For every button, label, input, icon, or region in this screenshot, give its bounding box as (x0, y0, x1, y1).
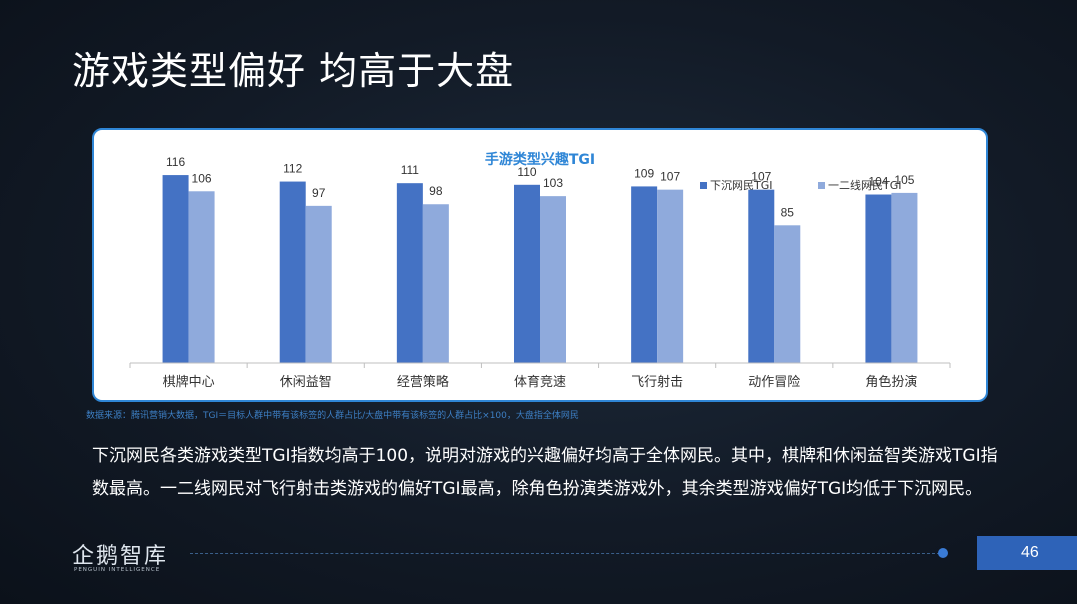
category-label: 体育竞速 (514, 374, 566, 390)
category-label: 棋牌中心 (163, 374, 215, 390)
bar-value-label: 111 (401, 163, 420, 177)
category-label: 休闲益智 (280, 375, 332, 390)
company-logo: 企鹅智库 PENGUIN INTELLIGENCE (68, 538, 178, 578)
bar-value-label: 107 (751, 170, 771, 184)
chart-legend: 下沉网民TGI 一二线网民TGI (700, 178, 902, 192)
bar-series2 (305, 205, 332, 363)
bar-series1 (396, 183, 423, 363)
bar-series2 (188, 191, 215, 363)
legend-label-series2: 一二线网民TGI (828, 178, 902, 192)
bar-series1 (162, 175, 189, 363)
bar-series2 (657, 189, 684, 363)
bar-series1 (514, 184, 540, 363)
bar-value-label: 112 (283, 162, 302, 176)
summary-text: 下沉网民各类游戏类型TGI指数均高于100，说明对游戏的兴趣偏好均高于全体网民。… (92, 446, 998, 499)
bar-series2 (422, 204, 449, 363)
bar-value-label: 104 (868, 175, 888, 189)
page-title: 游戏类型偏好 均高于大盘 (72, 49, 515, 93)
bar-value-label: 105 (894, 173, 914, 187)
chart-title: 手游类型兴趣TGI (485, 151, 595, 168)
bar-series2 (891, 192, 918, 363)
category-labels-layer: 棋牌中心 休闲益智 经营策略 体育竞速 飞行射击 动作冒险 角色扮演 (163, 374, 918, 390)
bar-series1 (748, 189, 775, 363)
bar-series1 (865, 194, 892, 363)
tgi-bar-chart: 手游类型兴趣TGI 下沉网民TGI 一二线网民TGI 1161061129711… (129, 151, 951, 390)
bar-series2 (774, 225, 801, 363)
category-label: 飞行射击 (631, 374, 683, 390)
chart-panel: 手游类型兴趣TGI 下沉网民TGI 一二线网民TGI 116 106 112 97 11… (92, 128, 988, 402)
bar-value-label: 110 (517, 165, 536, 179)
source-note: 数据来源：腾讯营销大数据，TGI＝目标人群中带有该标签的人群占比/大盘中带有该标… (86, 411, 579, 421)
bar-value-label: 98 (429, 184, 443, 198)
value-labels-layer: 116 106 112 97 111 98 110 103 109 107 107 85 104 105 (166, 155, 915, 219)
bar-series2 (540, 196, 566, 363)
category-label: 动作冒险 (748, 375, 800, 390)
legend-swatch-series2 (818, 182, 825, 189)
page-number-box: 46 (977, 536, 1077, 570)
bar-series1 (279, 181, 306, 363)
logo-sub-text: PENGUIN INTELLIGENCE (74, 567, 161, 573)
bar-series1 (631, 186, 658, 363)
bar-value-label: 85 (781, 205, 795, 219)
bar-value-label: 107 (660, 170, 680, 184)
footer-divider (190, 553, 940, 554)
legend-swatch-series1 (700, 182, 707, 189)
bar-value-label: 116 (166, 155, 185, 169)
bar-value-label: 103 (543, 176, 563, 190)
logo-main-text: 企鹅智库 (72, 544, 169, 569)
bar-value-label: 106 (192, 171, 212, 185)
bar-value-label: 97 (312, 186, 326, 200)
bars-layer (162, 175, 918, 363)
legend-label-series1: 下沉网民TGI (710, 179, 773, 192)
category-label: 经营策略 (397, 374, 449, 390)
page-number: 46 (1021, 544, 1039, 561)
footer-dot (938, 548, 948, 558)
bar-value-label: 109 (634, 166, 654, 180)
category-label: 角色扮演 (865, 374, 917, 390)
tick-marks-layer (129, 363, 951, 368)
